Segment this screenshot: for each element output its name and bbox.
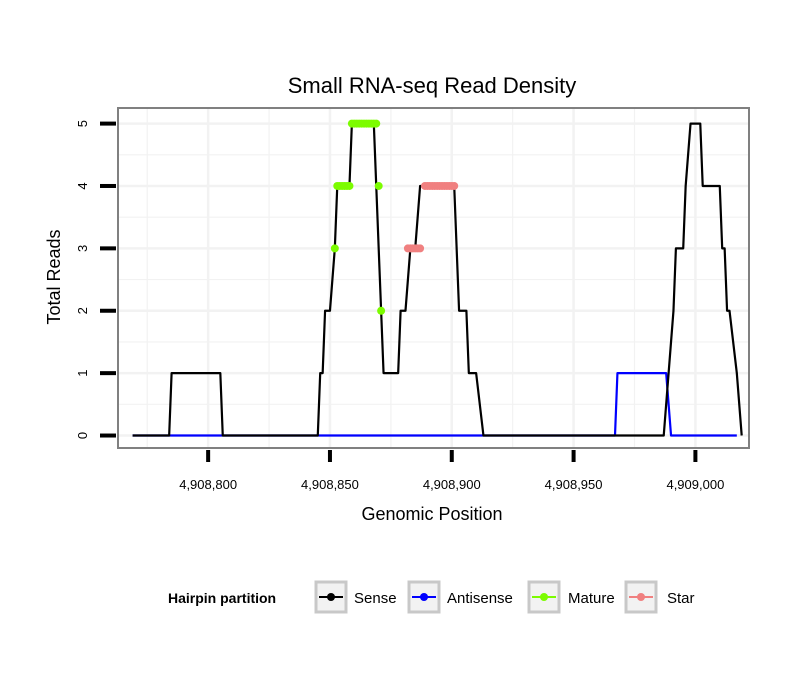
mature-point [372, 119, 381, 128]
star-point [416, 244, 425, 253]
mature-point [377, 306, 386, 315]
y-tick-label: 4 [75, 182, 90, 189]
grid [118, 108, 749, 448]
x-tick-label: 4,908,850 [301, 477, 359, 492]
x-tick-label: 4,908,900 [423, 477, 481, 492]
legend-point-mature [540, 593, 548, 601]
y-tick-label: 5 [75, 120, 90, 127]
legend-point-sense [327, 593, 335, 601]
legend-label-mature: Mature [568, 590, 615, 607]
legend-point-star [637, 593, 645, 601]
y-tick-label: 1 [75, 370, 90, 377]
legend: Hairpin partition Sense Antisense Mature St… [168, 580, 695, 614]
legend-label-antisense: Antisense [447, 590, 513, 607]
mature-point [345, 181, 354, 190]
x-tick-label: 4,908,800 [179, 477, 237, 492]
y-tick-label: 2 [75, 307, 90, 314]
mature-point [330, 244, 339, 253]
chart-title: Small RNA-seq Read Density [288, 73, 577, 98]
series-layer [132, 119, 743, 437]
legend-title: Hairpin partition [168, 590, 276, 606]
y-tick-label: 3 [75, 245, 90, 252]
y-tick-label: 0 [75, 432, 90, 439]
legend-label-sense: Sense [354, 590, 397, 607]
plot-panel-border [117, 107, 750, 449]
y-axis: 0 1 2 3 4 5 [75, 120, 116, 439]
x-tick-label: 4,908,950 [545, 477, 603, 492]
x-axis-label: Genomic Position [361, 504, 502, 524]
mature-point [374, 181, 383, 190]
x-axis: 4,908,800 4,908,850 4,908,900 4,908,950 4,90… [179, 450, 724, 492]
y-axis-label: Total Reads [44, 229, 64, 324]
x-tick-label: 4,909,000 [666, 477, 724, 492]
star-point [450, 181, 459, 190]
legend-label-star: Star [667, 590, 695, 607]
legend-point-antisense [420, 593, 428, 601]
